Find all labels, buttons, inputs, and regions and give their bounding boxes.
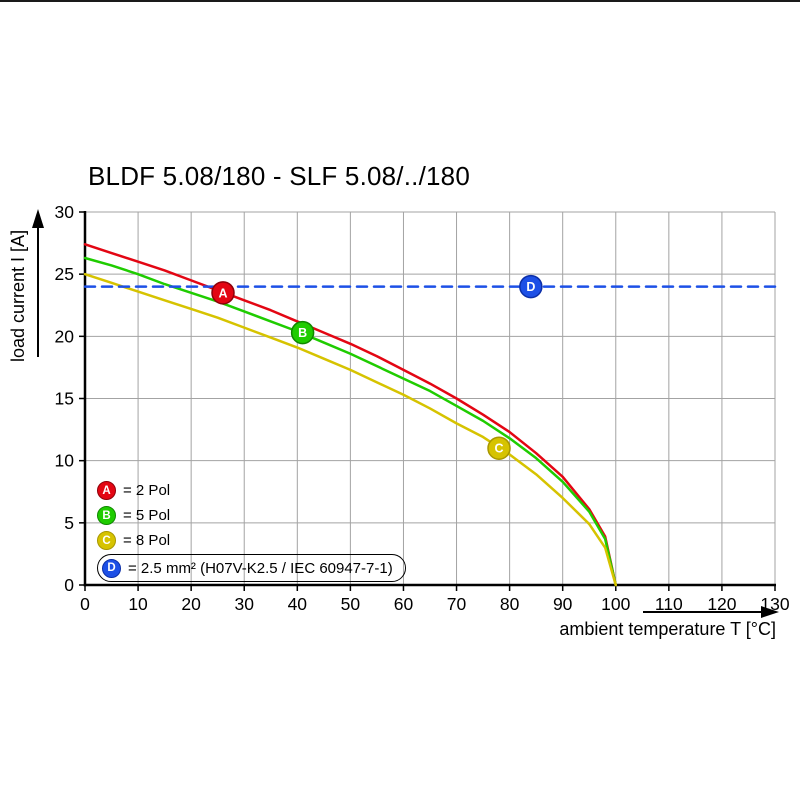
svg-text:20: 20 bbox=[55, 326, 75, 346]
legend-label-2pol: = 2 Pol bbox=[123, 482, 171, 499]
svg-text:D: D bbox=[526, 280, 535, 294]
axis-arrows bbox=[32, 209, 779, 618]
legend-marker-b-icon: B bbox=[97, 506, 116, 525]
series-line-B bbox=[83, 256, 618, 587]
tick-labels: 0 10 20 30 40 50 60 70 80 90 100 110 120 130051015202… bbox=[55, 202, 790, 614]
chart-legend: A = 2 Pol B = 5 Pol C = 8 Pol D = 2.5 mm… bbox=[97, 478, 406, 582]
curve-markers: A B C D bbox=[211, 274, 543, 460]
svg-text:100: 100 bbox=[601, 594, 630, 614]
svg-text:B: B bbox=[298, 326, 307, 340]
svg-text:A: A bbox=[218, 286, 227, 300]
curve-marker-D bbox=[519, 274, 543, 299]
curve-marker-B bbox=[290, 320, 315, 345]
series-lines bbox=[83, 243, 777, 587]
x-axis-label: ambient temperature T [°C] bbox=[559, 619, 776, 639]
grid-lines bbox=[85, 211, 776, 585]
legend-label-conductor: = 2.5 mm² (H07V-K2.5 / IEC 60947-7-1) bbox=[128, 559, 393, 577]
svg-text:60: 60 bbox=[394, 594, 414, 614]
svg-text:50: 50 bbox=[341, 594, 361, 614]
legend-item-2pol: A = 2 Pol bbox=[97, 478, 406, 503]
legend-item-5pol: B = 5 Pol bbox=[97, 503, 406, 528]
curve-marker-A bbox=[211, 281, 235, 305]
chart-title: BLDF 5.08/180 - SLF 5.08/../180 bbox=[88, 161, 470, 191]
legend-label-8pol: = 8 Pol bbox=[123, 532, 171, 549]
legend-item-conductor: D = 2.5 mm² (H07V-K2.5 / IEC 60947-7-1) bbox=[97, 554, 406, 582]
svg-text:90: 90 bbox=[553, 594, 573, 614]
svg-text:C: C bbox=[494, 442, 503, 456]
legend-marker-c-icon: C bbox=[97, 531, 116, 550]
curve-marker-C bbox=[487, 436, 511, 460]
screenshot-top-edge bbox=[0, 0, 800, 2]
legend-item-8pol: C = 8 Pol bbox=[97, 528, 406, 553]
svg-text:15: 15 bbox=[55, 389, 74, 409]
svg-text:25: 25 bbox=[55, 264, 74, 284]
svg-text:20: 20 bbox=[181, 594, 201, 614]
svg-text:70: 70 bbox=[447, 594, 467, 614]
svg-text:10: 10 bbox=[128, 594, 148, 614]
series-line-C bbox=[83, 272, 618, 587]
svg-text:120: 120 bbox=[707, 594, 736, 614]
legend-marker-a-icon: A bbox=[97, 481, 116, 500]
svg-text:0: 0 bbox=[80, 594, 90, 614]
svg-text:110: 110 bbox=[655, 594, 683, 614]
svg-text:80: 80 bbox=[500, 594, 520, 614]
svg-text:5: 5 bbox=[64, 513, 74, 533]
legend-label-5pol: = 5 Pol bbox=[123, 507, 171, 524]
series-line-A bbox=[83, 243, 618, 587]
legend-marker-d-icon: D bbox=[102, 558, 121, 578]
svg-text:40: 40 bbox=[288, 594, 308, 614]
svg-text:30: 30 bbox=[234, 594, 254, 614]
svg-text:0: 0 bbox=[64, 575, 74, 595]
svg-text:30: 30 bbox=[55, 202, 75, 222]
svg-text:10: 10 bbox=[55, 451, 75, 471]
